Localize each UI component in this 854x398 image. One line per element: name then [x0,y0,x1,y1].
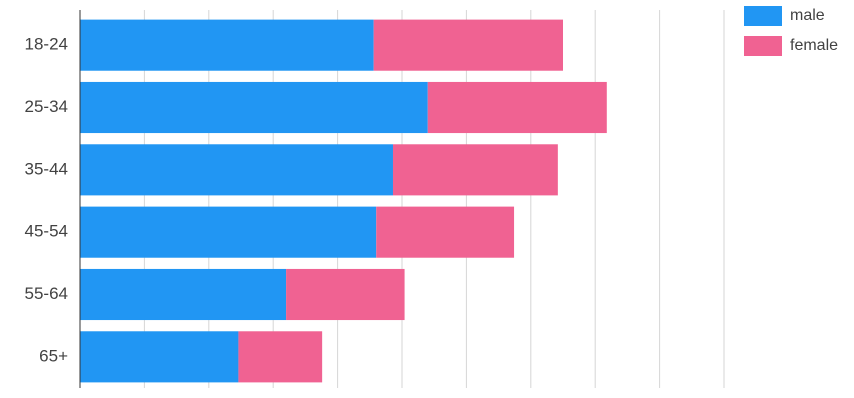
legend: male female [744,6,838,66]
bar-male-55-64[interactable] [80,268,287,321]
legend-item-female[interactable]: female [744,36,838,56]
category-label: 35-44 [25,159,68,178]
gridlines [143,10,725,388]
category-label: 55-64 [25,284,68,303]
bar-female-18-24[interactable] [373,19,563,71]
category-label: 25-34 [25,97,68,116]
bar-male-18-24[interactable] [80,19,374,71]
legend-swatch-male [744,6,782,26]
legend-label-female: female [790,37,839,54]
bar-male-65+[interactable] [80,331,239,383]
bars [80,19,607,383]
bar-female-35-44[interactable] [392,144,558,196]
bar-male-25-34[interactable] [80,81,428,134]
legend-item-male[interactable]: male [744,6,838,26]
legend-label-male: male [790,7,825,24]
bar-female-25-34[interactable] [427,81,607,134]
bar-female-55-64[interactable] [286,268,405,321]
category-label: 45-54 [25,222,68,241]
category-label: 18-24 [25,35,68,54]
category-labels: 18-24 25-34 35-44 45-54 55-64 65+ [25,35,69,366]
bar-female-65+[interactable] [238,331,323,383]
bar-male-45-54[interactable] [80,206,377,258]
bar-female-45-54[interactable] [376,206,515,258]
category-label: 65+ [39,346,68,365]
legend-swatch-female [744,36,782,56]
bar-male-35-44[interactable] [80,144,393,196]
